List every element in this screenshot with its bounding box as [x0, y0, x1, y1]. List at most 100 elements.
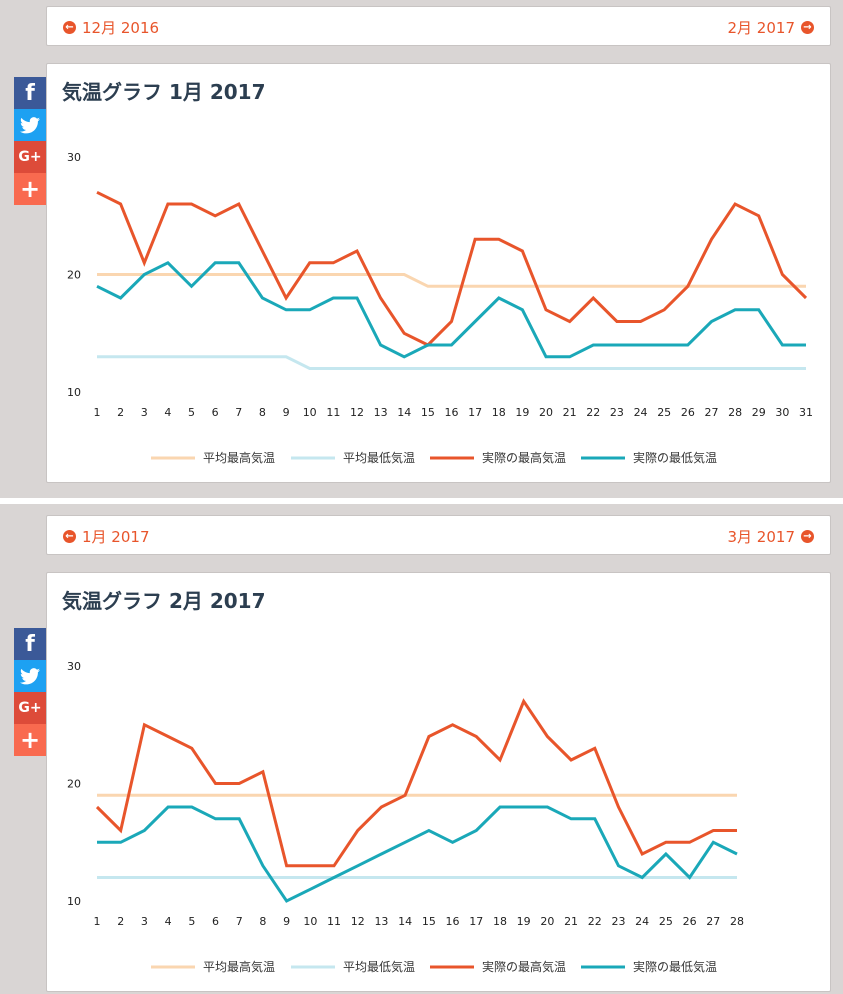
- arrow-left-circle-icon: ←: [63, 530, 76, 543]
- x-tick-label: 23: [610, 406, 624, 419]
- social-share-bar: f G+ +: [14, 77, 46, 205]
- temperature-chart-card: 気温グラフ 2月 2017 30 20 10 1 2 3 4 5 6 7 8 9 10 11 12 13 14 1…: [46, 572, 831, 992]
- x-tick-label: 11: [326, 406, 340, 419]
- x-tick-label: 30: [775, 406, 789, 419]
- x-tick-label: 11: [327, 915, 341, 928]
- x-tick-label: 2: [117, 915, 124, 928]
- x-tick-label: 31: [799, 406, 813, 419]
- facebook-icon: f: [25, 80, 35, 106]
- twitter-icon: [20, 667, 40, 685]
- legend-item[interactable]: 実際の最低気温: [581, 450, 717, 465]
- y-tick-label: 30: [67, 151, 81, 164]
- series-line-actual-low: [97, 805, 738, 903]
- x-tick-label: 12: [351, 915, 365, 928]
- series-line-actual-high: [96, 190, 808, 347]
- twitter-button[interactable]: [14, 660, 46, 692]
- prev-month-link[interactable]: ← 1月 2017: [63, 526, 150, 547]
- x-tick-label: 24: [634, 406, 648, 419]
- month-nav-bar: ← 12月 2016 2月 2017 →: [46, 6, 831, 46]
- x-tick-label: 10: [303, 915, 317, 928]
- x-tick-label: 15: [421, 406, 435, 419]
- x-tick-label: 27: [706, 915, 720, 928]
- series-line-actual-high: [95, 698, 737, 868]
- x-tick-label: 17: [468, 406, 482, 419]
- prev-month-label: 12月 2016: [82, 19, 160, 37]
- x-tick-label: 25: [659, 915, 673, 928]
- share-plus-icon: +: [19, 175, 41, 203]
- legend-label: 平均最高気温: [203, 959, 275, 974]
- facebook-button[interactable]: f: [14, 77, 46, 109]
- y-tick-label: 10: [67, 895, 81, 908]
- x-tick-label: 14: [397, 406, 411, 419]
- series-line-actual-low: [96, 260, 806, 359]
- legend-label: 実際の最高気温: [482, 959, 566, 974]
- x-tick-label: 28: [730, 915, 744, 928]
- twitter-button[interactable]: [14, 109, 46, 141]
- x-tick-label: 7: [235, 406, 242, 419]
- legend-item[interactable]: 平均最高気温: [151, 450, 275, 465]
- social-share-bar: f G+ +: [14, 628, 46, 756]
- legend-item[interactable]: 平均最高気温: [151, 959, 275, 974]
- x-tick-label: 9: [283, 915, 290, 928]
- x-tick-label: 21: [564, 915, 578, 928]
- x-tick-label: 13: [374, 915, 388, 928]
- facebook-icon: f: [25, 631, 35, 657]
- x-tick-label: 3: [141, 406, 148, 419]
- month-nav-bar: ← 1月 2017 3月 2017 →: [46, 515, 831, 555]
- prev-month-link[interactable]: ← 12月 2016: [63, 17, 159, 38]
- next-month-link[interactable]: 2月 2017 →: [728, 17, 814, 38]
- x-tick-label: 6: [212, 915, 219, 928]
- x-tick-label: 1: [94, 915, 101, 928]
- x-tick-label: 22: [586, 406, 600, 419]
- y-tick-label: 10: [67, 386, 81, 399]
- legend-label: 実際の最低気温: [633, 959, 717, 974]
- y-tick-label: 30: [67, 660, 81, 673]
- x-tick-label: 1: [94, 406, 101, 419]
- facebook-button[interactable]: f: [14, 628, 46, 660]
- chart-title: 気温グラフ 1月 2017: [62, 80, 266, 104]
- arrow-right-circle-icon: →: [801, 530, 814, 543]
- share-plus-button[interactable]: +: [14, 724, 46, 756]
- prev-month-label: 1月 2017: [82, 528, 150, 546]
- legend-item[interactable]: 実際の最高気温: [430, 959, 566, 974]
- x-tick-label: 26: [681, 406, 695, 419]
- legend-label: 実際の最高気温: [482, 450, 566, 465]
- google-plus-button[interactable]: G+: [14, 141, 46, 173]
- x-tick-label: 20: [539, 406, 553, 419]
- google-plus-button[interactable]: G+: [14, 692, 46, 724]
- twitter-icon: [20, 116, 40, 134]
- x-tick-label: 22: [588, 915, 602, 928]
- x-tick-label: 2: [117, 406, 124, 419]
- x-tick-label: 28: [728, 406, 742, 419]
- x-tick-label: 24: [635, 915, 649, 928]
- x-tick-label: 16: [446, 915, 460, 928]
- x-tick-label: 29: [752, 406, 766, 419]
- x-tick-label: 8: [259, 406, 266, 419]
- x-tick-label: 15: [422, 915, 436, 928]
- legend-item[interactable]: 平均最低気温: [291, 450, 415, 465]
- x-tick-label: 12: [350, 406, 364, 419]
- legend-label: 平均最低気温: [343, 959, 415, 974]
- legend-item[interactable]: 実際の最低気温: [581, 959, 717, 974]
- x-tick-label: 17: [469, 915, 483, 928]
- next-month-link[interactable]: 3月 2017 →: [727, 526, 814, 547]
- next-month-label: 3月 2017: [727, 528, 796, 546]
- x-tick-label: 19: [517, 915, 531, 928]
- x-tick-label: 25: [657, 406, 671, 419]
- x-tick-label: 9: [283, 406, 290, 419]
- y-tick-label: 20: [67, 778, 81, 791]
- x-tick-label: 16: [445, 406, 459, 419]
- share-plus-button[interactable]: +: [14, 173, 46, 205]
- arrow-left-circle-icon: ←: [63, 21, 76, 34]
- legend-label: 平均最低気温: [343, 450, 415, 465]
- legend-item[interactable]: 平均最低気温: [291, 959, 415, 974]
- x-tick-label: 18: [493, 915, 507, 928]
- x-tick-label: 8: [259, 915, 266, 928]
- series-line-avg-low: [97, 355, 806, 370]
- legend-item[interactable]: 実際の最高気温: [430, 450, 566, 465]
- x-tick-label: 18: [492, 406, 506, 419]
- x-tick-label: 10: [303, 406, 317, 419]
- x-tick-label: 5: [188, 915, 195, 928]
